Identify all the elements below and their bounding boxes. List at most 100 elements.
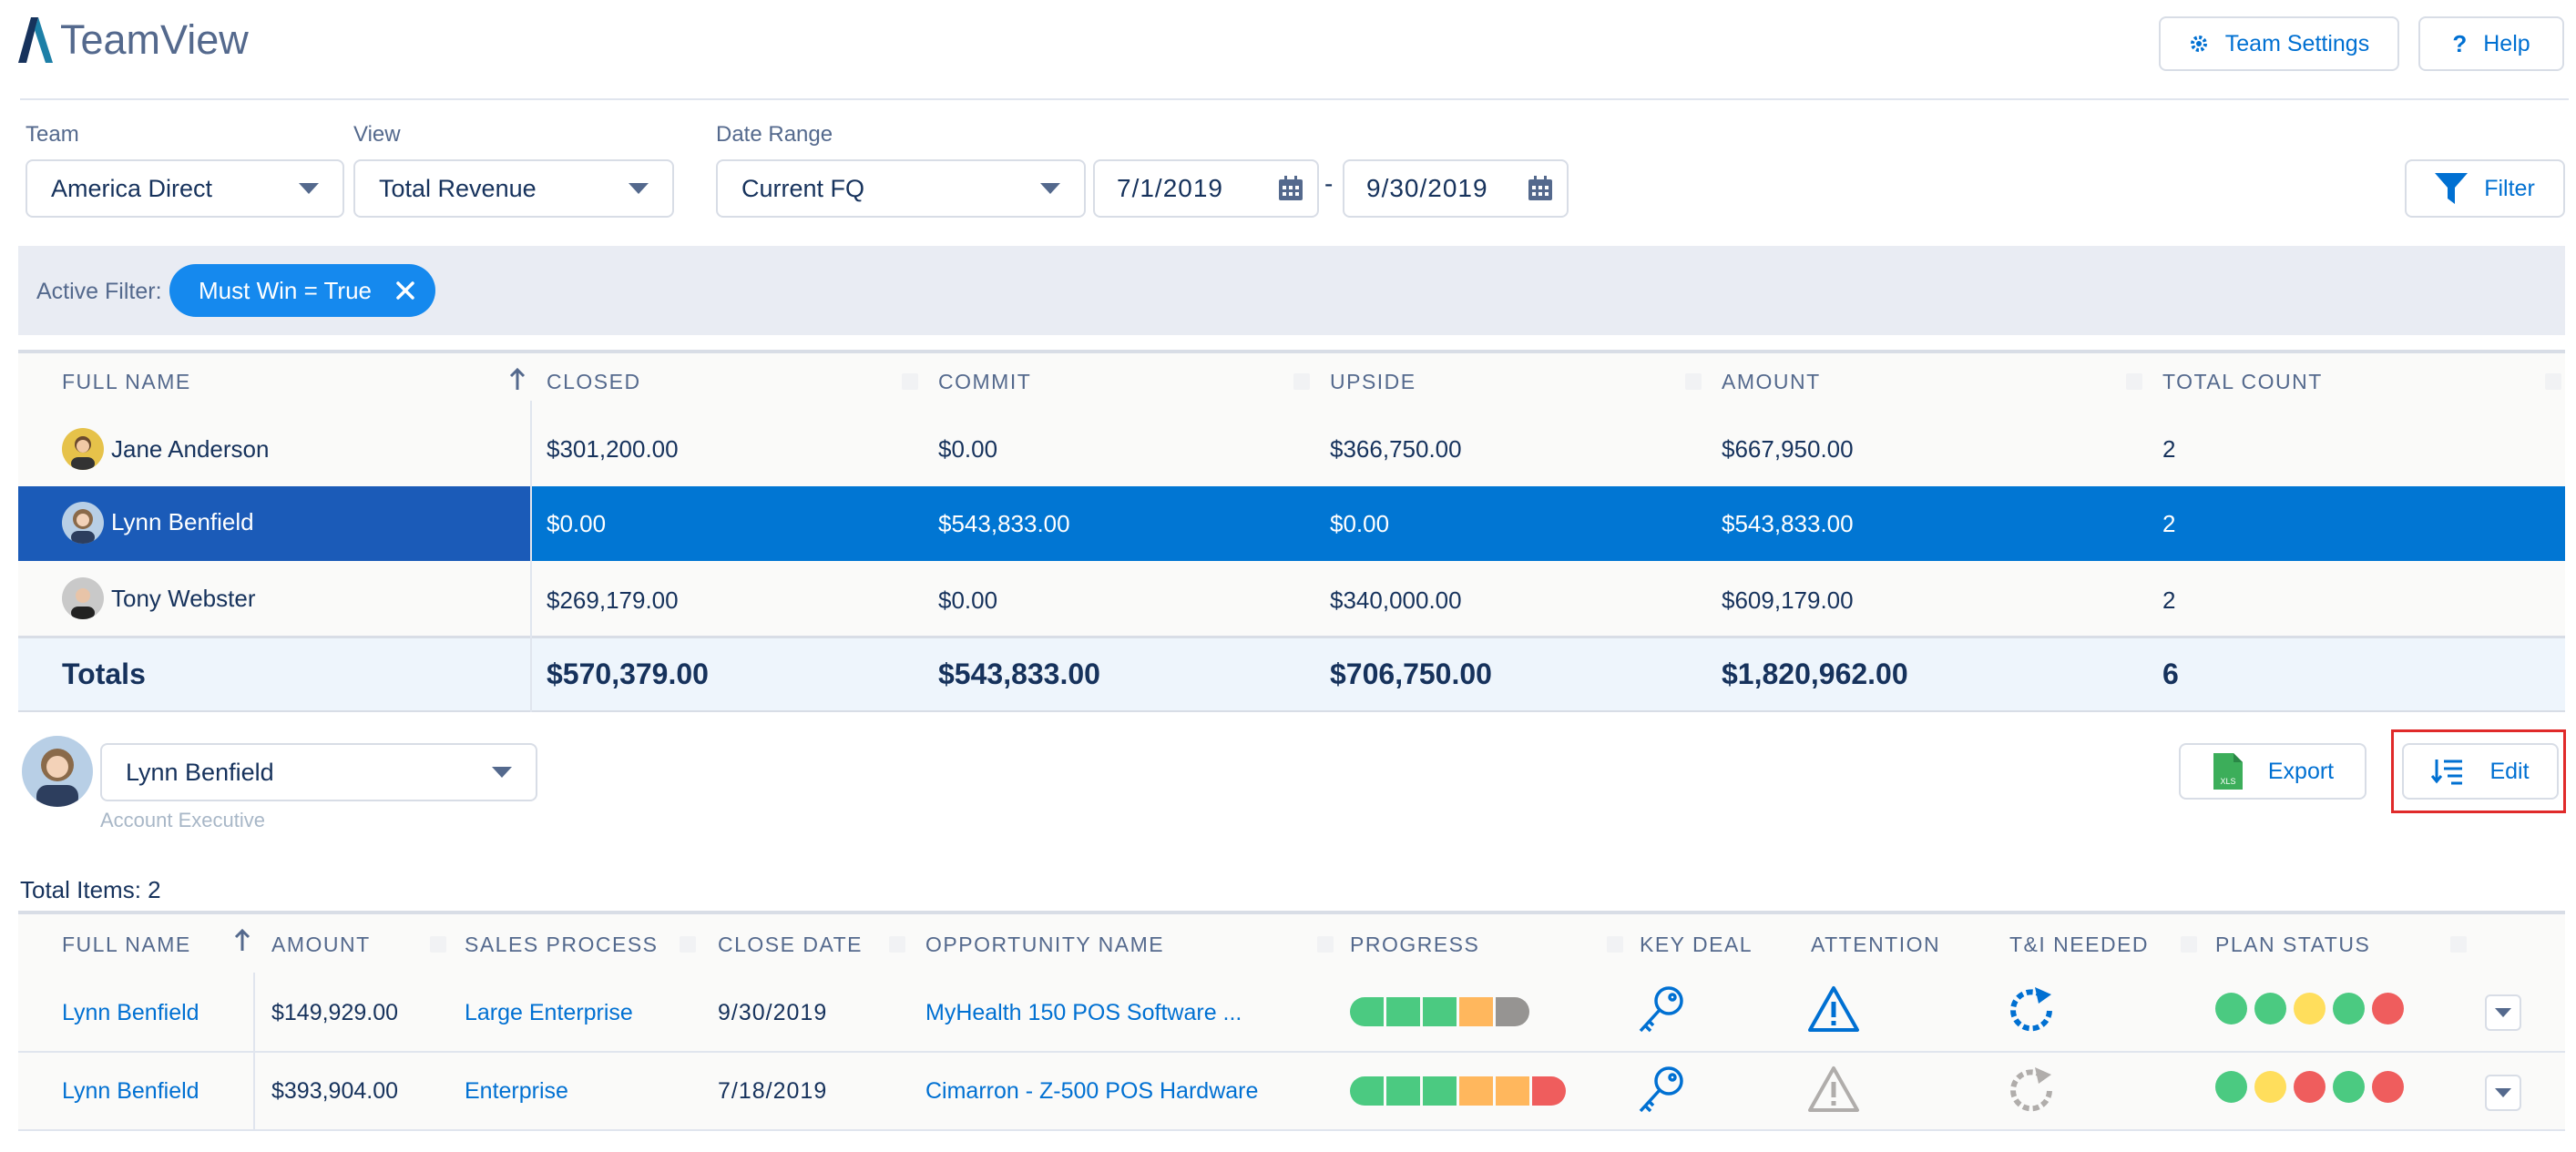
row-actions-button[interactable] [2485,994,2521,1031]
member-role: Account Executive [100,809,265,831]
table-row[interactable] [18,561,2565,636]
filter-label: Filter [2484,175,2535,201]
totals-label: Totals [62,658,146,690]
column-divider [530,401,532,712]
col-header-opportunity-name[interactable]: OPPORTUNITY NAME [925,933,1165,956]
column-resize-handle[interactable] [2545,373,2561,390]
col-header-full-name[interactable]: FULL NAME [62,370,191,393]
summary-upside: $340,000.00 [1330,586,1462,614]
col-header-tni-needed[interactable]: T&I NEEDED [2009,933,2150,956]
col-header-amount[interactable]: AMOUNT [1722,370,1821,393]
filter-pill-label: Must Win = True [199,276,372,304]
col-header-upside[interactable]: UPSIDE [1330,370,1416,393]
avatar [62,502,104,544]
column-resize-handle[interactable] [1293,373,1310,390]
summary-closed: $301,200.00 [547,435,679,463]
sort-up-arrow-icon[interactable] [233,929,251,953]
summary-name: Jane Anderson [111,435,270,463]
close-icon[interactable] [395,280,415,301]
date-range-select[interactable]: Current FQ [716,159,1086,218]
chevron-down-icon [299,183,319,194]
table-row[interactable] [18,1053,2565,1129]
help-button[interactable]: ? Help [2418,16,2564,71]
member-select[interactable]: Lynn Benfield [100,743,537,801]
column-divider [253,973,255,1131]
column-resize-handle[interactable] [889,936,905,953]
team-select[interactable]: America Direct [26,159,344,218]
gear-icon [2190,36,2207,52]
col-header-progress[interactable]: PROGRESS [1350,933,1480,956]
edit-highlight-box [2391,729,2566,813]
date-range-label: Date Range [716,122,833,147]
progress-segment [1459,997,1493,1026]
summary-name: Lynn Benfield [111,508,254,535]
export-label: Export [2267,758,2335,784]
refresh-icon [2010,987,2052,1032]
calendar-icon[interactable] [1527,175,1554,202]
member-select-value: Lynn Benfield [126,758,274,786]
column-resize-handle[interactable] [430,936,446,953]
summary-upside: $366,750.00 [1330,435,1462,463]
summary-commit: $0.00 [938,435,998,463]
export-button[interactable]: XLS Export [2179,743,2366,800]
col-header-full-name[interactable]: FULL NAME [62,933,191,956]
summary-amount: $667,950.00 [1722,435,1854,463]
col-header-total-count[interactable]: TOTAL COUNT [2162,370,2323,393]
column-resize-handle[interactable] [902,373,918,390]
edit-button[interactable]: Edit [2402,743,2559,800]
table-row[interactable] [18,401,2565,486]
view-value: Total Revenue [379,174,537,202]
col-header-key-deal[interactable]: KEY DEAL [1640,933,1753,956]
key-icon [1639,1066,1683,1113]
totals-amount: $1,820,962.00 [1722,658,1908,690]
column-resize-handle[interactable] [2450,936,2467,953]
column-resize-handle[interactable] [680,936,696,953]
detail-full-name-link[interactable]: Lynn Benfield [62,1078,199,1104]
filter-button[interactable]: Filter [2405,159,2565,218]
column-resize-handle[interactable] [2181,936,2197,953]
col-header-amount[interactable]: AMOUNT [271,933,371,956]
plan-status-dot [2333,993,2365,1025]
end-date-input[interactable]: 9/30/2019 [1343,159,1569,218]
col-header-closed[interactable]: CLOSED [547,370,641,393]
team-settings-button[interactable]: Team Settings [2159,16,2399,71]
sort-up-arrow-icon[interactable] [508,368,526,392]
detail-sales-process-link[interactable]: Large Enterprise [465,1000,633,1025]
help-label: Help [2483,30,2530,56]
col-header-commit[interactable]: COMMIT [938,370,1032,393]
column-resize-handle[interactable] [1317,936,1334,953]
filter-pill[interactable]: Must Win = True [169,264,435,317]
totals-closed: $570,379.00 [547,658,709,690]
summary-closed: $0.00 [547,510,607,537]
col-header-sales-process[interactable]: SALES PROCESS [465,933,659,956]
progress-segment [1532,1076,1566,1106]
totals-commit: $543,833.00 [938,658,1100,690]
logo-mark-icon [18,17,53,63]
edit-label: Edit [2489,758,2530,784]
detail-close-date: 7/18/2019 [718,1078,828,1104]
column-resize-handle[interactable] [1685,373,1702,390]
start-date-input[interactable]: 7/1/2019 [1093,159,1319,218]
warning-icon [1808,986,1859,1032]
row-actions-button[interactable] [2485,1075,2521,1111]
calendar-icon[interactable] [1277,175,1304,202]
detail-opportunity-link[interactable]: MyHealth 150 POS Software ... [925,1000,1242,1025]
chevron-down-icon [2495,1008,2511,1017]
table-row[interactable] [18,973,2565,1051]
detail-sales-process-link[interactable]: Enterprise [465,1078,568,1104]
plan-status-dot [2294,1071,2326,1103]
start-date-value: 7/1/2019 [1117,174,1223,202]
summary-amount: $609,179.00 [1722,586,1854,614]
column-resize-handle[interactable] [2126,373,2142,390]
col-header-attention[interactable]: ATTENTION [1811,933,1941,956]
col-header-close-date[interactable]: CLOSE DATE [718,933,863,956]
header-divider [20,98,2569,100]
view-select[interactable]: Total Revenue [353,159,674,218]
detail-opportunity-link[interactable]: Cimarron - Z-500 POS Hardware [925,1078,1259,1104]
col-header-plan-status[interactable]: PLAN STATUS [2215,933,2371,956]
column-resize-handle[interactable] [1607,936,1623,953]
detail-full-name-link[interactable]: Lynn Benfield [62,1000,199,1025]
totals-count: 6 [2162,658,2179,690]
summary-closed: $269,179.00 [547,586,679,614]
view-label: View [353,122,401,147]
